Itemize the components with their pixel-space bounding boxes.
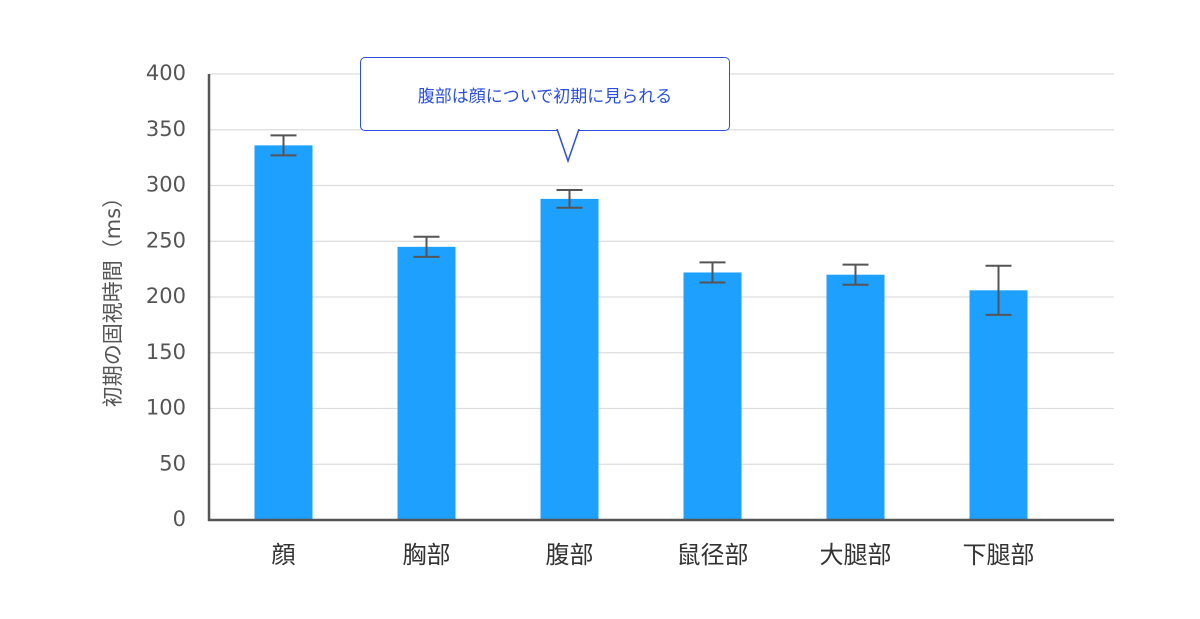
y-axis-label: 初期の固視時間（ms） <box>101 187 125 407</box>
x-tick-label: 鼠径部 <box>677 541 749 569</box>
callout-pointer <box>556 129 580 163</box>
x-tick-label: 大腿部 <box>820 541 892 569</box>
y-tick-label: 100 <box>146 396 186 420</box>
y-tick-label: 250 <box>146 228 186 252</box>
y-tick-label: 0 <box>173 507 186 531</box>
bar <box>969 290 1028 520</box>
error-bar <box>985 264 1012 316</box>
x-tick-labels: 顔 胸部 腹部 鼠径部 大腿部 下腿部 <box>272 541 1035 569</box>
y-tick-label: 350 <box>146 117 186 141</box>
annotation-callout: 腹部は顔についで初期に見られる <box>360 57 730 131</box>
x-tick-label: 顔 <box>272 541 296 569</box>
y-tick-label: 300 <box>146 173 186 197</box>
bars <box>254 145 1028 521</box>
error-bar <box>699 261 726 284</box>
bar <box>826 274 885 520</box>
bar <box>397 246 456 520</box>
y-tick-label: 150 <box>146 340 186 364</box>
x-tick-label: 胸部 <box>403 541 451 569</box>
axes <box>207 74 1114 522</box>
bar <box>683 272 742 520</box>
annotation-text: 腹部は顔についで初期に見られる <box>417 86 673 107</box>
y-tick-label: 50 <box>159 451 186 475</box>
grid-lines <box>209 73 1114 465</box>
bar <box>540 198 599 520</box>
y-tick-labels: 0 50 100 150 200 250 300 350 400 <box>146 61 186 531</box>
y-tick-label: 400 <box>146 61 186 85</box>
error-bar <box>556 188 583 209</box>
error-bars <box>270 134 1012 316</box>
bar <box>254 145 313 521</box>
error-bar <box>842 263 869 286</box>
error-bar <box>413 235 440 258</box>
error-bar <box>270 134 297 157</box>
y-tick-label: 200 <box>146 284 186 308</box>
x-tick-label: 腹部 <box>546 541 594 569</box>
x-tick-label: 下腿部 <box>963 541 1035 569</box>
